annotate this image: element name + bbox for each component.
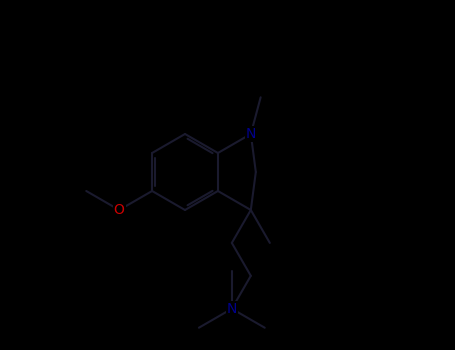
Text: N: N: [246, 127, 256, 141]
Text: O: O: [114, 203, 125, 217]
Text: N: N: [227, 302, 237, 316]
